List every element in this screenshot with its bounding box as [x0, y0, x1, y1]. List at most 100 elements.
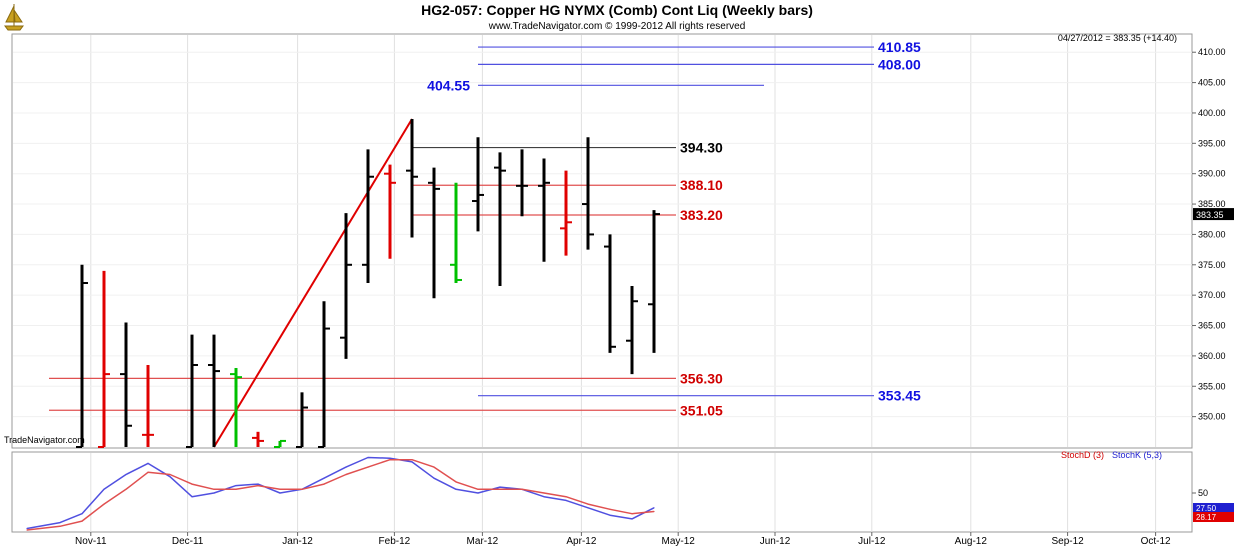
stoch-point — [257, 485, 259, 487]
stoch-point — [191, 483, 193, 485]
xtick-label-2: Jan-12 — [282, 536, 313, 547]
date-axis: Nov-11 Dec-11 Jan-12 Feb-12 Mar-12 Apr-12 May-… — [75, 532, 1171, 547]
ytick-label-3: 365.00 — [1198, 321, 1226, 331]
stoch-point — [213, 488, 215, 490]
trendline-segment — [213, 118, 413, 448]
stoch-point — [147, 471, 149, 473]
level-label-1: 408.00 — [878, 56, 921, 72]
stoch-point — [587, 507, 589, 509]
stoch-k-flag — [1193, 503, 1234, 513]
stoch-point — [653, 510, 655, 513]
stoch-point — [26, 527, 28, 530]
xtick-label-8: Jul-12 — [858, 536, 886, 547]
stoch-point — [653, 507, 655, 509]
level-label-7: 353.45 — [878, 388, 921, 404]
ytick-label-6: 380.00 — [1198, 229, 1226, 239]
ohlc-bar-16 — [450, 182, 462, 284]
xtick-label-3: Feb-12 — [379, 536, 411, 547]
ytick-label-0: 350.00 — [1198, 412, 1226, 422]
stoch-point — [477, 488, 479, 490]
stoch-point — [26, 529, 28, 531]
level-label-4: 388.10 — [680, 177, 723, 193]
stoch-point — [279, 492, 281, 494]
ohlc-bar-17 — [472, 137, 484, 232]
level-label-2: 404.55 — [427, 77, 470, 93]
stoch-point — [147, 462, 149, 464]
xtick-label-4: Mar-12 — [467, 536, 499, 547]
ytick-label-9: 395.00 — [1198, 138, 1226, 148]
level-label-5: 383.20 — [680, 207, 723, 223]
stoch-point — [367, 466, 369, 468]
ytick-label-5: 375.00 — [1198, 260, 1226, 270]
stoch-point — [301, 488, 303, 490]
stoch-d-flag-label: 28.17 — [1196, 513, 1217, 522]
xtick-label-0: Nov-11 — [75, 536, 107, 547]
level-label-6: 356.30 — [680, 370, 723, 386]
price-panel — [11, 33, 1193, 449]
stoch-point — [169, 476, 171, 478]
stoch-point — [125, 488, 127, 490]
stoch-point — [235, 485, 237, 487]
stoch-point — [609, 508, 611, 510]
stoch-point — [455, 488, 457, 490]
ohlc-bar-2 — [120, 322, 132, 447]
ohlc-bar-4 — [186, 334, 198, 448]
grid — [13, 35, 1192, 532]
level-label-8: 351.05 — [680, 402, 723, 418]
stoch-point — [499, 488, 501, 490]
stoch-k-flag-label: 27.50 — [1196, 504, 1217, 513]
stoch-point — [411, 459, 413, 461]
stoch-point — [521, 488, 523, 490]
ohlc-bar-7 — [252, 431, 264, 447]
stoch-point — [59, 525, 61, 527]
ytick-label-8: 390.00 — [1198, 169, 1226, 179]
xtick-label-11: Oct-12 — [1141, 536, 1171, 547]
sailboat-logo-icon — [4, 4, 24, 31]
ytick-label-4: 370.00 — [1198, 290, 1226, 300]
ohlc-bar-3 — [142, 365, 154, 447]
chart-title: HG2-057: Copper HG NYMX (Comb) Cont Liq … — [421, 2, 813, 18]
stoch-point — [345, 473, 347, 476]
stoch-point — [59, 522, 61, 524]
stoch-point — [81, 513, 83, 515]
level-label-0: 410.85 — [878, 39, 921, 55]
stoch-point — [103, 488, 105, 490]
stoch-ytick-label-0: 50 — [1198, 488, 1208, 498]
last-price-flag — [1193, 208, 1234, 221]
stoch-point — [235, 488, 237, 490]
ohlc-bar-13 — [384, 164, 396, 259]
last-bar-readout: 04/27/2012 = 383.35 (+14.40) — [1057, 33, 1177, 43]
price-axis: 350.00 355.00 360.00 365.00 370.00 375.00 380.… — [1192, 47, 1234, 422]
stoch-point — [565, 496, 567, 498]
stoch-point — [609, 514, 611, 516]
xtick-label-9: Aug-12 — [955, 536, 988, 547]
ohlc-bar-1 — [98, 270, 110, 448]
ohlc-bar-9 — [296, 392, 308, 448]
stochastic-panel — [11, 451, 1193, 533]
xtick-label-1: Dec-11 — [172, 536, 204, 547]
ohlc-bar-18 — [494, 152, 506, 287]
ohlc-bar-10 — [318, 301, 330, 448]
stoch-point — [279, 488, 281, 490]
ohlc-bar-12 — [362, 149, 374, 284]
stoch-point — [631, 513, 633, 515]
stoch-point — [323, 477, 325, 479]
stoch-point — [433, 477, 435, 479]
stoch-point — [499, 486, 501, 488]
stoch-point — [411, 461, 413, 463]
stoch-point — [81, 520, 83, 522]
ohlc-bar-20 — [538, 158, 550, 262]
stoch-point — [477, 492, 479, 494]
stoch-point — [389, 457, 391, 459]
stoch-point — [389, 459, 391, 461]
stoch-point — [169, 473, 171, 476]
stoch-point — [257, 483, 259, 485]
ohlc-bar-0 — [76, 264, 88, 448]
level-label-3: 394.30 — [680, 140, 723, 156]
copyright: www.TradeNavigator.com © 1999-2012 All r… — [488, 21, 746, 32]
xtick-label-7: Jun-12 — [760, 536, 791, 547]
stoch-point — [631, 518, 633, 520]
ohlc-bar-25 — [648, 210, 660, 353]
stoch-point — [543, 496, 545, 498]
